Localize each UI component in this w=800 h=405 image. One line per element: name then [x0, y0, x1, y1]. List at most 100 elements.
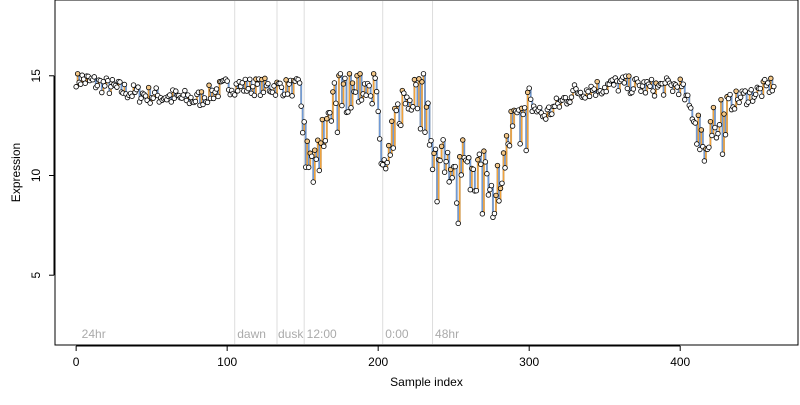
data-point: [567, 99, 573, 105]
data-point: [313, 156, 319, 162]
data-point: [235, 88, 241, 94]
data-point: [339, 102, 345, 109]
data-point: [528, 96, 534, 102]
data-point: [568, 94, 575, 100]
data-point: [452, 163, 458, 170]
data-point: [278, 84, 285, 90]
data-point: [716, 122, 723, 128]
event-annotation: 0:00: [385, 327, 409, 341]
data-point: [722, 132, 729, 138]
data-point: [712, 124, 718, 131]
data-point: [375, 108, 381, 115]
data-point: [441, 169, 448, 175]
data-point: [232, 92, 238, 98]
event-annotation: dawn: [237, 327, 266, 341]
data-point: [283, 77, 289, 83]
data-point: [401, 90, 407, 96]
data-point: [768, 75, 774, 82]
data-point: [577, 89, 584, 96]
data-point: [345, 109, 351, 115]
data-point: [562, 94, 569, 101]
data-point: [731, 106, 738, 112]
data-point: [340, 81, 347, 87]
data-point: [357, 71, 363, 77]
data-point: [479, 211, 486, 217]
annotation-layer: 24hr dawn dusk 12:00 0:00 48hr: [82, 327, 459, 341]
data-point: [493, 192, 499, 199]
data-point: [106, 90, 113, 97]
data-point: [506, 143, 513, 149]
data-point: [420, 71, 427, 77]
data-point: [434, 198, 440, 205]
data-point: [389, 118, 395, 124]
data-point: [443, 158, 449, 165]
data-point: [239, 80, 245, 86]
data-point: [147, 100, 153, 106]
data-point: [488, 182, 495, 189]
data-point: [301, 119, 307, 125]
data-point: [245, 85, 252, 92]
data-point: [630, 86, 637, 92]
data-point: [298, 103, 304, 109]
data-point: [594, 78, 600, 85]
axes-layer: 0 100 200 300 400 5 10 15: [29, 69, 691, 369]
data-point: [440, 137, 446, 143]
data-point: [422, 129, 428, 135]
data-point: [145, 84, 152, 91]
data-point: [660, 92, 667, 98]
data-point: [647, 83, 653, 89]
data-point: [556, 104, 563, 110]
data-point: [77, 81, 84, 87]
x-tick-label: 400: [670, 355, 690, 369]
data-point: [376, 136, 383, 142]
data-point: [621, 80, 628, 86]
data-point: [526, 85, 532, 91]
data-point: [438, 143, 445, 149]
data-point: [680, 81, 686, 87]
data-point: [692, 120, 699, 126]
data-point: [373, 88, 380, 95]
data-point: [204, 99, 211, 106]
y-tick-label: 15: [29, 69, 43, 83]
data-point: [509, 123, 516, 129]
data-point: [247, 76, 253, 82]
data-point: [342, 75, 348, 82]
data-point: [549, 111, 555, 117]
data-point: [715, 130, 721, 137]
data-point: [446, 179, 452, 185]
data-point: [296, 80, 303, 86]
data-point: [138, 95, 144, 101]
data-point: [188, 94, 194, 101]
event-annotation: dusk: [278, 327, 304, 341]
data-point: [485, 192, 492, 198]
data-point: [413, 82, 419, 88]
data-point: [402, 101, 409, 107]
data-point: [387, 152, 393, 158]
data-point: [721, 111, 727, 117]
data-point: [669, 88, 676, 95]
data-point: [272, 92, 279, 98]
plot-frame: [54, 0, 799, 346]
data-point: [91, 74, 97, 80]
data-point: [457, 154, 463, 160]
data-point: [215, 93, 221, 100]
data-point: [651, 93, 658, 99]
data-point: [682, 96, 688, 103]
y-tick-label: 10: [29, 168, 43, 182]
data-point: [224, 78, 230, 84]
data-point: [114, 84, 120, 90]
data-point: [352, 89, 359, 95]
data-point: [306, 164, 312, 171]
event-annotation: 48hr: [435, 327, 459, 341]
data-point: [250, 83, 256, 90]
data-point: [213, 86, 220, 92]
data-point: [168, 99, 174, 105]
data-point: [254, 81, 261, 87]
data-point: [105, 77, 111, 84]
data-point: [481, 148, 487, 154]
data-point: [521, 105, 528, 111]
data-point: [642, 90, 649, 96]
data-point: [198, 89, 205, 95]
data-point: [99, 89, 105, 96]
data-point: [494, 162, 501, 169]
